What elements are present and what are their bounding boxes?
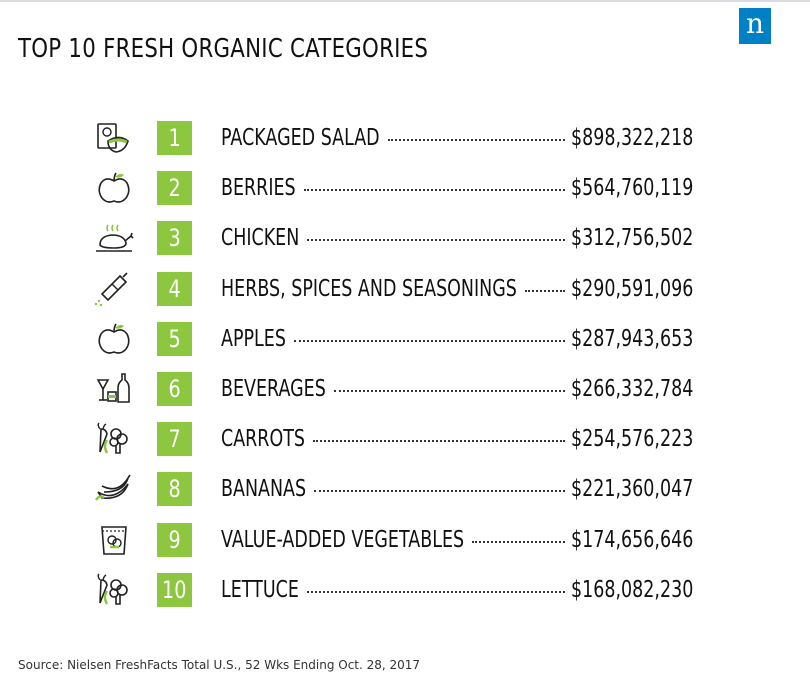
rank-badge: 5 xyxy=(157,321,192,356)
dotted-leader xyxy=(387,139,565,141)
table-row: 10 LETTUCE $168,082,230 xyxy=(0,572,810,609)
carrot-broccoli-icon xyxy=(92,422,136,458)
category-label: HERBS, SPICES AND SEASONINGS xyxy=(221,275,517,302)
rank-badge: 7 xyxy=(157,422,192,457)
dotted-leader xyxy=(303,189,565,192)
sales-value: $312,756,502 xyxy=(571,225,694,252)
dotted-leader xyxy=(333,390,565,392)
sales-value: $254,576,223 xyxy=(571,426,694,453)
dotted-leader xyxy=(472,540,565,543)
sales-value: $564,760,119 xyxy=(571,175,694,202)
category-label: VALUE-ADDED VEGETABLES xyxy=(221,526,465,553)
carrot-broccoli-icon xyxy=(92,573,136,609)
category-label: BANANAS xyxy=(221,476,307,503)
table-row: 2 BERRIES $564,760,119 xyxy=(0,171,810,207)
rank-badge: 3 xyxy=(157,221,192,256)
category-label: LETTUCE xyxy=(221,576,299,603)
table-row: 8 BANANAS $221,360,047 xyxy=(0,472,810,508)
rank-badge: 8 xyxy=(157,472,192,507)
rank-badge: 10 xyxy=(157,572,192,607)
table-row: 5 APPLES $287,943,653 xyxy=(0,321,810,358)
dotted-leader xyxy=(312,440,565,443)
rank-badge: 4 xyxy=(157,271,192,306)
table-row: 4 HERBS, SPICES AND SEASONINGS $290,591,09… xyxy=(0,271,810,308)
rank-badge: 6 xyxy=(157,372,192,406)
beverages-icon xyxy=(92,372,136,408)
table-row: 3 CHICKEN $312,756,502 xyxy=(0,221,810,257)
packaged-salad-icon xyxy=(92,121,136,157)
rank-badge: 9 xyxy=(157,522,192,557)
sales-value: $290,591,096 xyxy=(571,275,694,302)
table-row: 7 CARROTS $254,576,223 xyxy=(0,422,810,458)
category-label: PACKAGED SALAD xyxy=(221,125,380,151)
sales-value: $221,360,047 xyxy=(571,476,694,503)
sales-value: $174,656,646 xyxy=(571,526,694,553)
category-label: BEVERAGES xyxy=(221,376,326,402)
dotted-leader xyxy=(524,289,565,292)
sales-value: $266,332,784 xyxy=(571,376,694,402)
sales-value: $287,943,653 xyxy=(571,325,694,352)
rank-badge: 1 xyxy=(157,121,192,155)
apple-icon xyxy=(92,171,136,207)
nielsen-logo: n xyxy=(739,8,771,44)
vegetable-bag-icon xyxy=(92,523,136,559)
sales-value: $168,082,230 xyxy=(571,576,694,603)
table-row: 9 VALUE-ADDED VEGETABLES $174,656,646 xyxy=(0,522,810,559)
chart-title: TOP 10 FRESH ORGANIC CATEGORIES xyxy=(18,34,429,64)
rank-badge: 2 xyxy=(157,171,192,206)
top-divider xyxy=(0,0,810,2)
table-row: 1 PACKAGED SALAD $898,322,218 xyxy=(0,121,810,157)
category-label: CHICKEN xyxy=(221,225,300,252)
sales-value: $898,322,218 xyxy=(571,125,694,151)
category-label: APPLES xyxy=(221,325,286,352)
roast-chicken-icon xyxy=(92,221,136,257)
bananas-icon xyxy=(92,472,136,508)
category-label: BERRIES xyxy=(221,175,296,202)
dotted-leader xyxy=(307,239,565,242)
table-row: 6 BEVERAGES $266,332,784 xyxy=(0,372,810,408)
pepper-grinder-icon xyxy=(92,272,136,308)
source-note: Source: Nielsen FreshFacts Total U.S., 5… xyxy=(18,658,421,672)
category-label: CARROTS xyxy=(221,426,305,453)
dotted-leader xyxy=(293,339,565,342)
dotted-leader xyxy=(314,490,565,493)
dotted-leader xyxy=(306,590,565,593)
apple-icon xyxy=(92,322,136,358)
